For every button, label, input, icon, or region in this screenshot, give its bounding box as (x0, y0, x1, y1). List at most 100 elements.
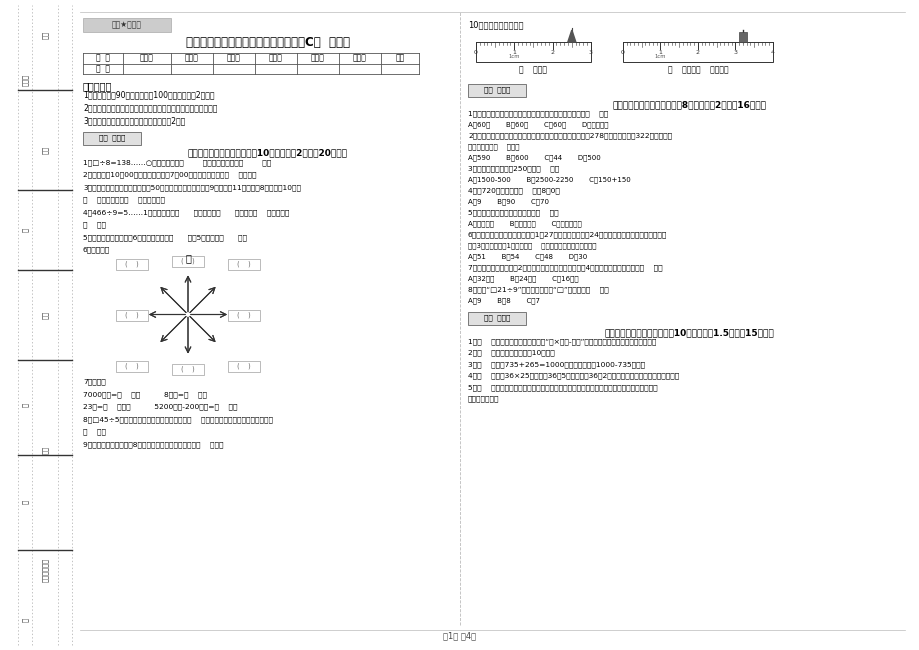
Text: 形的周长相等。: 形的周长相等。 (468, 395, 499, 402)
Text: 题: 题 (22, 228, 28, 232)
Text: (    ): ( ) (237, 312, 251, 318)
Text: 1、□÷8=138……○，余数最大填（        ），这时被除数是（        ）。: 1、□÷8=138……○，余数最大填（ ），这时被除数是（ ）。 (83, 159, 271, 166)
Text: (    ): ( ) (181, 258, 195, 265)
Text: 10、量出钉子的长度。: 10、量出钉子的长度。 (468, 20, 523, 29)
Text: 0: 0 (473, 49, 477, 55)
FancyBboxPatch shape (116, 309, 148, 320)
FancyBboxPatch shape (468, 312, 526, 325)
Text: 总分: 总分 (395, 54, 404, 63)
Text: A、60秒       B、60分       C、60时       D、无法确定: A、60秒 B、60分 C、60时 D、无法确定 (468, 121, 607, 127)
Text: A、9       B、8       C、7: A、9 B、8 C、7 (468, 297, 539, 304)
Text: 1、时针从上一个数字到相邻的下一个数字，经过的时间是（    ）。: 1、时针从上一个数字到相邻的下一个数字，经过的时间是（ ）。 (468, 110, 607, 116)
Text: 1: 1 (658, 49, 662, 55)
Text: 选择题: 选择题 (185, 54, 199, 63)
Text: （    ）跑得最快，（    ）跑得最慢。: （ ）跑得最快，（ ）跑得最慢。 (83, 196, 165, 203)
Text: 准: 准 (22, 618, 28, 622)
Text: 1、考试时间：90分钟，满分为100分（含卷面分2分）。: 1、考试时间：90分钟，满分为100分（含卷面分2分）。 (83, 90, 214, 99)
Text: 得  分: 得 分 (96, 64, 110, 73)
Text: 6、学校开设两个兴趣小组，三（1）27人参加书画小组，24人参加棋艺小组，两个小组都参加: 6、学校开设两个兴趣小组，三（1）27人参加书画小组，24人参加棋艺小组，两个小… (468, 231, 666, 238)
FancyBboxPatch shape (172, 255, 204, 266)
FancyBboxPatch shape (468, 84, 526, 97)
FancyBboxPatch shape (172, 363, 204, 374)
Text: （    ）。: （ ）。 (83, 222, 106, 228)
Text: 4、从720里连续减去（    ）个8創0。: 4、从720里连续减去（ ）个8創0。 (468, 187, 560, 194)
Text: 2、小林晚上10：00睡觉，第二天早上7：00起床，他一共睡了（    ）小时。: 2、小林晚上10：00睡觉，第二天早上7：00起床，他一共睡了（ ）小时。 (83, 172, 256, 178)
Text: 判断题: 判断题 (227, 54, 241, 63)
Text: 7、一个正方形的边长是2厘米，现在将边长扩大到原来琄4倍，现在正方形的周长是（    ）。: 7、一个正方形的边长是2厘米，现在将边长扩大到原来琄4倍，现在正方形的周长是（ … (468, 264, 662, 270)
Text: 考试须知：: 考试须知： (83, 81, 112, 91)
Text: (    ): ( ) (125, 261, 139, 267)
Text: 3、下面的结果刚好是250的是（    ）。: 3、下面的结果刚好是250的是（ ）。 (468, 165, 559, 172)
Text: (    ): ( ) (125, 312, 139, 318)
Text: 3、不要在试卷上乱写乱画，卷面不整洁占2分。: 3、不要在试卷上乱写乱画，卷面不整洁占2分。 (83, 116, 185, 125)
Text: 绝密★启用前: 绝密★启用前 (112, 21, 142, 29)
Text: 学校: 学校 (41, 446, 49, 454)
Text: 得分  评卷人: 得分 评卷人 (483, 315, 510, 321)
Polygon shape (567, 30, 575, 42)
Text: 得分  评卷人: 得分 评卷人 (483, 86, 510, 94)
Text: 三、仔细推敲，正确判断（共10小题，每题1.5分，共15分）。: 三、仔细推敲，正确判断（共10小题，每题1.5分，共15分）。 (604, 328, 774, 337)
Text: 州新电视塔高（    ）米。: 州新电视塔高（ ）米。 (468, 143, 519, 150)
Text: 不: 不 (22, 500, 28, 504)
Text: 2、广州新电视塔是广州市目前最高的建筑，它比中信大厦高278米，中信大厦高322米，那么广: 2、广州新电视塔是广州市目前最高的建筑，它比中信大厦高278米，中信大厦高322… (468, 132, 672, 138)
Text: 得分  评卷人: 得分 评卷人 (98, 135, 125, 141)
Text: （    ）。: （ ）。 (83, 428, 106, 435)
Text: 应用题: 应用题 (353, 54, 367, 63)
Text: 综合题: 综合题 (311, 54, 324, 63)
Text: 4、466÷9=5……1中，被除数是（      ），除数是（      ），商是（    ），余数是: 4、466÷9=5……1中，被除数是（ ），除数是（ ），商是（ ），余数是 (83, 209, 289, 216)
Text: (    ): ( ) (125, 363, 139, 369)
Text: 的有3人，那么三（1）一共有（    ）人参加了书画和棋艺小组。: 的有3人，那么三（1）一共有（ ）人参加了书画和棋艺小组。 (468, 242, 596, 248)
Text: 23吨=（    ）千克          5200千克-200千克=（    ）吨: 23吨=（ ）千克 5200千克-200千克=（ ）吨 (83, 404, 237, 410)
FancyBboxPatch shape (228, 361, 260, 372)
Text: 内: 内 (22, 403, 28, 407)
Text: 7、换算。: 7、换算。 (83, 378, 106, 385)
Text: 5、下面现象中属于平移现象的是（    ）。: 5、下面现象中属于平移现象的是（ ）。 (468, 209, 558, 216)
FancyBboxPatch shape (83, 18, 171, 32)
Bar (738, 32, 746, 42)
Bar (475, 42, 590, 62)
Text: 班级: 班级 (41, 311, 49, 319)
Text: A、开关抽屉       B、打开瓶盖       C、转动的风车: A、开关抽屉 B、打开瓶盖 C、转动的风车 (468, 220, 581, 227)
Text: 7000千克=（    ）吨          8千克=（    ）克: 7000千克=（ ）吨 8千克=（ ）克 (83, 391, 207, 398)
Text: 填空题: 填空题 (140, 54, 153, 63)
Text: 2: 2 (696, 49, 699, 55)
Text: (    ): ( ) (237, 261, 251, 267)
Text: 题  号: 题 号 (96, 54, 110, 63)
Text: A、32厘米       B、24厘米       C、16厘米: A、32厘米 B、24厘米 C、16厘米 (468, 275, 578, 281)
Text: 姓名: 姓名 (41, 146, 49, 154)
Text: 北: 北 (185, 254, 191, 263)
Text: 计算题: 计算题 (268, 54, 283, 63)
FancyBboxPatch shape (228, 259, 260, 270)
Text: （    ）厘米（    ）毫米。: （ ）厘米（ ）毫米。 (667, 65, 728, 74)
Text: 1: 1 (512, 49, 516, 55)
Text: 1cm: 1cm (508, 55, 519, 60)
Text: （    ）毫米: （ ）毫米 (518, 65, 547, 74)
Text: 二、反复比较，慎重选择（共8小题，每题2分，共16分）。: 二、反复比较，慎重选择（共8小题，每题2分，共16分）。 (612, 100, 766, 109)
Text: 1cm: 1cm (654, 55, 665, 60)
FancyBboxPatch shape (83, 132, 141, 145)
Text: A、1500-500       B、2500-2250       C、150+150: A、1500-500 B、2500-2250 C、150+150 (468, 176, 630, 183)
Text: 2、（    ）小明家客厅面积是10公顿。: 2、（ ）小明家客厅面积是10公顿。 (468, 350, 554, 356)
Text: 2: 2 (550, 49, 554, 55)
Text: 4、（    ）计算36×25时，先把36和5相乘，再把36和2相乘，最后把两次乘得的结果相加。: 4、（ ）计算36×25时，先把36和5相乘，再把36和2相乘，最后把两次乘得的… (468, 372, 678, 379)
Text: 印卷: 印卷 (41, 31, 49, 39)
Text: 3: 3 (588, 49, 593, 55)
Text: 5、把一根绳子平均分成6份，每份是它的（      ），5份是它的（      ）。: 5、把一根绳子平均分成6份，每份是它的（ ），5份是它的（ ）。 (83, 234, 246, 240)
Text: A、9       B、90       C、70: A、9 B、90 C、70 (468, 198, 549, 205)
Text: 装订线: 装订线 (22, 74, 28, 86)
Text: 一、用心思考，正确填空（共10小题，每题2分，共20分）。: 一、用心思考，正确填空（共10小题，每题2分，共20分）。 (187, 148, 347, 157)
Text: 6、填一填。: 6、填一填。 (83, 246, 110, 253)
Text: 2、请首先按要求在试卷的指定位置填写您的姓名、班级、学号。: 2、请首先按要求在试卷的指定位置填写您的姓名、班级、学号。 (83, 103, 217, 112)
Text: 豫教版三年级数学下学期期中考试试卷C卷  附答案: 豫教版三年级数学下学期期中考试试卷C卷 附答案 (186, 36, 349, 49)
FancyBboxPatch shape (228, 309, 260, 320)
Text: 4: 4 (770, 49, 774, 55)
Text: 3: 3 (732, 49, 737, 55)
Text: 0: 0 (620, 49, 624, 55)
Text: 8、□45÷5，要使商是两位数，口里最大可填（    ）；要使商是三位数，口里最小应填: 8、□45÷5，要使商是两位数，口里最大可填（ ）；要使商是三位数，口里最小应填 (83, 416, 273, 422)
Text: 乡镇（街道）: 乡镇（街道） (41, 558, 49, 582)
Text: 9、小明从一楼到三楼用8秒，照这样他从一楼到五楼用（    ）秒。: 9、小明从一楼到三楼用8秒，照这样他从一楼到五楼用（ ）秒。 (83, 441, 223, 448)
FancyBboxPatch shape (116, 259, 148, 270)
Text: 8、要使“□21÷9”的商是三位数，“□”里只能填（    ）。: 8、要使“□21÷9”的商是三位数，“□”里只能填（ ）。 (468, 286, 608, 292)
Text: 5、（    ）用同一条铁经先围成一个最大的正方形，再围成一个最大的长方形，长方形和正方: 5、（ ）用同一条铁经先围成一个最大的正方形，再围成一个最大的长方形，长方形和正… (468, 384, 657, 391)
Text: (    ): ( ) (181, 366, 195, 372)
